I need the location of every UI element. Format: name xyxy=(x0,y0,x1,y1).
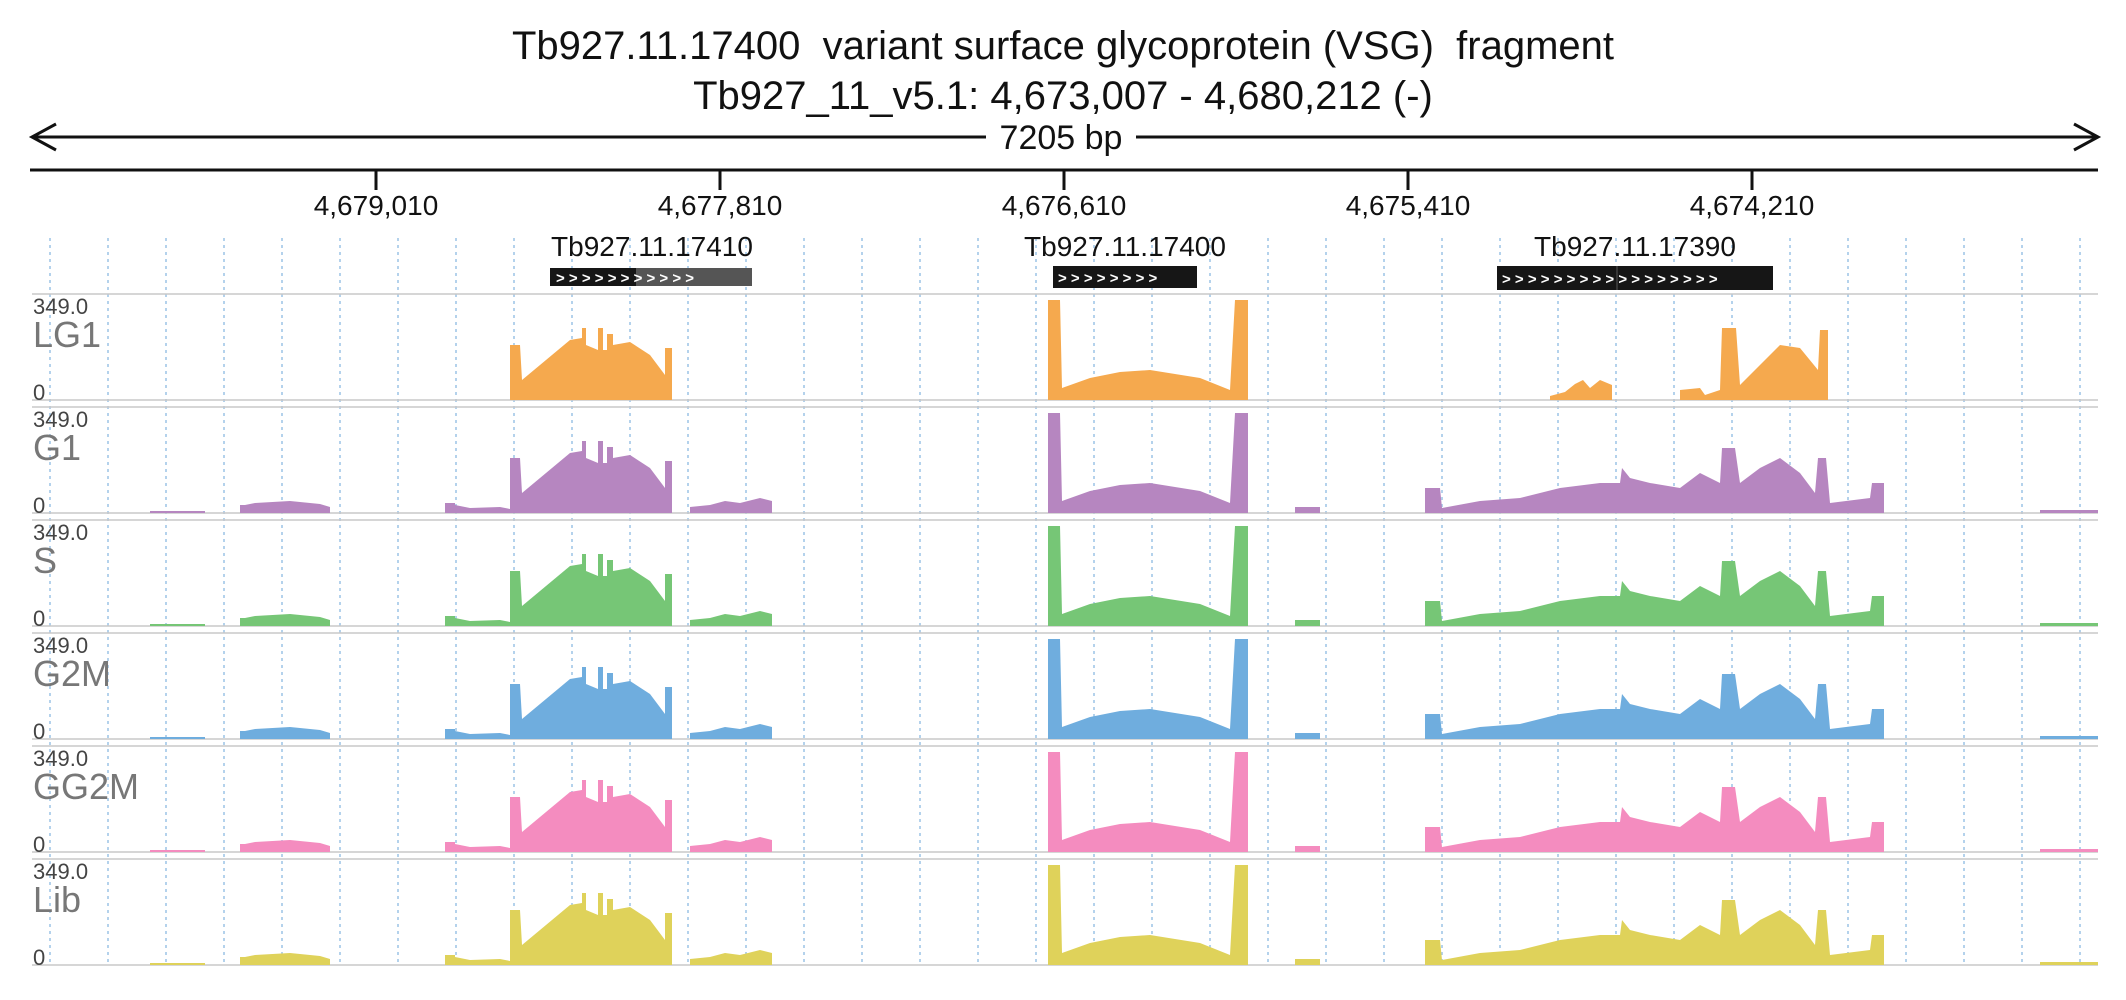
track-name-label: G2M xyxy=(33,653,111,694)
coverage-area-g2m xyxy=(150,639,2098,739)
coverage-area-lg1 xyxy=(510,300,1828,400)
gene-annotation-track: Tb927.11.17410 > > > > > > > > > > > Tb9… xyxy=(550,231,1773,290)
strand-glyphs: > > > > > > > > > > > xyxy=(556,270,694,287)
track-name-label: G1 xyxy=(33,427,81,468)
ruler-tick-label: 4,674,210 xyxy=(1690,190,1815,221)
coverage-track-g2m: 349.0 0 G2M xyxy=(32,632,2098,744)
coverage-track-gg2m: 349.0 0 GG2M xyxy=(32,745,2098,857)
span-label: 7205 bp xyxy=(1000,119,1123,157)
track-max-label: 349.0 xyxy=(33,520,88,545)
track-name-label: Lib xyxy=(33,879,81,920)
gene-label: Tb927.11.17410 xyxy=(551,231,753,262)
ruler-tick-label: 4,676,610 xyxy=(1002,190,1127,221)
track-max-label: 349.0 xyxy=(33,294,88,319)
gene-feature-tb927-11-17390[interactable]: Tb927.11.17390 > > > > > > > > > > > > >… xyxy=(1497,231,1773,290)
coverage-track-g1: 349.0 0 G1 xyxy=(32,406,2098,518)
strand-glyphs: > > > > > > > > xyxy=(1058,270,1157,287)
track-name-label: LG1 xyxy=(33,314,101,355)
track-min-label: 0 xyxy=(33,832,45,857)
coverage-area-g1 xyxy=(150,413,2098,513)
gene-label: Tb927.11.17390 xyxy=(1534,231,1736,262)
track-name-label: S xyxy=(33,540,57,581)
track-min-label: 0 xyxy=(33,945,45,970)
gene-feature-tb927-11-17410[interactable]: Tb927.11.17410 > > > > > > > > > > > xyxy=(550,231,753,287)
ruler-tick-label: 4,679,010 xyxy=(314,190,439,221)
track-max-label: 349.0 xyxy=(33,746,88,771)
track-min-label: 0 xyxy=(33,493,45,518)
span-arrow: 7205 bp xyxy=(28,118,2102,157)
track-max-label: 349.0 xyxy=(33,407,88,432)
track-min-label: 0 xyxy=(33,719,45,744)
gene-label: Tb927.11.17400 xyxy=(1024,231,1226,262)
coverage-area-gg2m xyxy=(150,752,2098,852)
ruler-tick-label: 4,677,810 xyxy=(658,190,783,221)
track-min-label: 0 xyxy=(33,380,45,405)
gene-title: Tb927.11.17400 variant surface glycoprot… xyxy=(511,24,1615,68)
track-min-label: 0 xyxy=(33,606,45,631)
coverage-area-s xyxy=(150,526,2098,626)
coverage-track-s: 349.0 0 S xyxy=(32,519,2098,631)
strand-glyphs: > > > > > > > > > > > > > > > > > xyxy=(1502,271,1718,288)
coverage-area-lib xyxy=(150,865,2098,965)
track-max-label: 349.0 xyxy=(33,859,88,884)
coordinate-ruler: 4,679,010 4,677,810 4,676,610 4,675,410 … xyxy=(30,168,2098,221)
track-name-label: GG2M xyxy=(33,766,139,807)
gene-feature-tb927-11-17400[interactable]: Tb927.11.17400 > > > > > > > > xyxy=(1024,231,1226,288)
genomic-location: Tb927_11_v5.1: 4,673,007 - 4,680,212 (-) xyxy=(693,74,1433,118)
track-max-label: 349.0 xyxy=(33,633,88,658)
coverage-track-lg1: 349.0 0 LG1 xyxy=(32,293,2098,405)
ruler-tick-label: 4,675,410 xyxy=(1346,190,1471,221)
coverage-track-lib: 349.0 0 Lib xyxy=(32,858,2098,970)
